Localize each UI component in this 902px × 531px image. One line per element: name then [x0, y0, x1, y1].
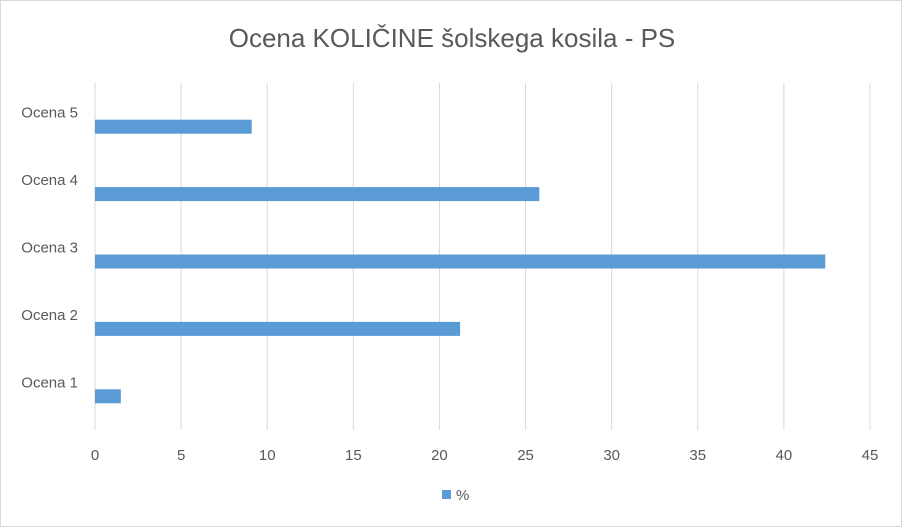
- category-labels: Ocena 1 Ocena 2 Ocena 3 Ocena 4 Ocena 5: [21, 105, 78, 392]
- x-tick-label: 20: [431, 447, 448, 464]
- category-label: Ocena 4: [21, 172, 78, 189]
- category-label: Ocena 1: [21, 374, 78, 391]
- legend-label: %: [456, 487, 469, 504]
- x-tick-label: 15: [345, 447, 362, 464]
- x-tick-label: 35: [689, 447, 706, 464]
- bar: [95, 119, 252, 134]
- category-label: Ocena 2: [21, 307, 78, 324]
- x-tick-label: 10: [259, 447, 276, 464]
- bar: [95, 254, 826, 269]
- legend: %: [442, 487, 469, 504]
- x-tick-label: 30: [603, 447, 620, 464]
- bar: [95, 321, 461, 336]
- x-tick-label: 0: [91, 447, 99, 464]
- bars: [95, 119, 826, 404]
- x-axis-ticks: 0 5 10 15 20 25 30 35 40 45: [91, 447, 879, 464]
- x-tick-label: 25: [517, 447, 534, 464]
- category-label: Ocena 5: [21, 105, 78, 122]
- x-tick-label: 5: [177, 447, 185, 464]
- x-tick-label: 40: [776, 447, 793, 464]
- legend-swatch: [442, 490, 451, 499]
- bar: [95, 187, 540, 202]
- bar: [95, 389, 121, 404]
- chart-title: Ocena KOLIČINE šolskega kosila - PS: [229, 23, 676, 53]
- category-label: Ocena 3: [21, 240, 78, 257]
- x-tick-label: 45: [862, 447, 879, 464]
